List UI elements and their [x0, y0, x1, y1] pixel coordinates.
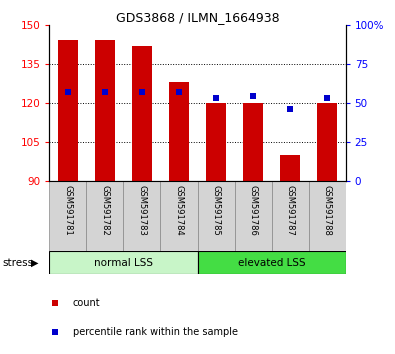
Bar — [95, 40, 115, 181]
Text: GSM591784: GSM591784 — [175, 185, 184, 235]
Text: GSM591788: GSM591788 — [323, 185, 332, 236]
Bar — [235, 181, 272, 251]
Text: ▶: ▶ — [31, 258, 38, 268]
Bar — [169, 82, 189, 181]
Bar — [206, 103, 226, 181]
Title: GDS3868 / ILMN_1664938: GDS3868 / ILMN_1664938 — [116, 11, 279, 24]
Bar — [58, 40, 78, 181]
Text: percentile rank within the sample: percentile rank within the sample — [73, 327, 238, 337]
Text: GSM591781: GSM591781 — [63, 185, 72, 235]
Bar — [49, 181, 87, 251]
Bar — [87, 181, 123, 251]
Bar — [280, 155, 300, 181]
Bar — [272, 181, 308, 251]
Bar — [308, 181, 346, 251]
Text: count: count — [73, 298, 100, 308]
Bar — [198, 251, 346, 274]
Bar — [132, 46, 152, 181]
Text: GSM591787: GSM591787 — [286, 185, 295, 236]
Text: GSM591783: GSM591783 — [137, 185, 147, 236]
Text: elevated LSS: elevated LSS — [238, 258, 305, 268]
Text: GSM591785: GSM591785 — [211, 185, 220, 235]
Text: GSM591782: GSM591782 — [100, 185, 109, 235]
Bar — [49, 251, 198, 274]
Bar — [160, 181, 198, 251]
Text: normal LSS: normal LSS — [94, 258, 153, 268]
Text: GSM591786: GSM591786 — [248, 185, 258, 236]
Bar — [317, 103, 337, 181]
Bar — [123, 181, 160, 251]
Text: stress: stress — [2, 258, 33, 268]
Bar — [243, 103, 263, 181]
Bar — [198, 181, 235, 251]
